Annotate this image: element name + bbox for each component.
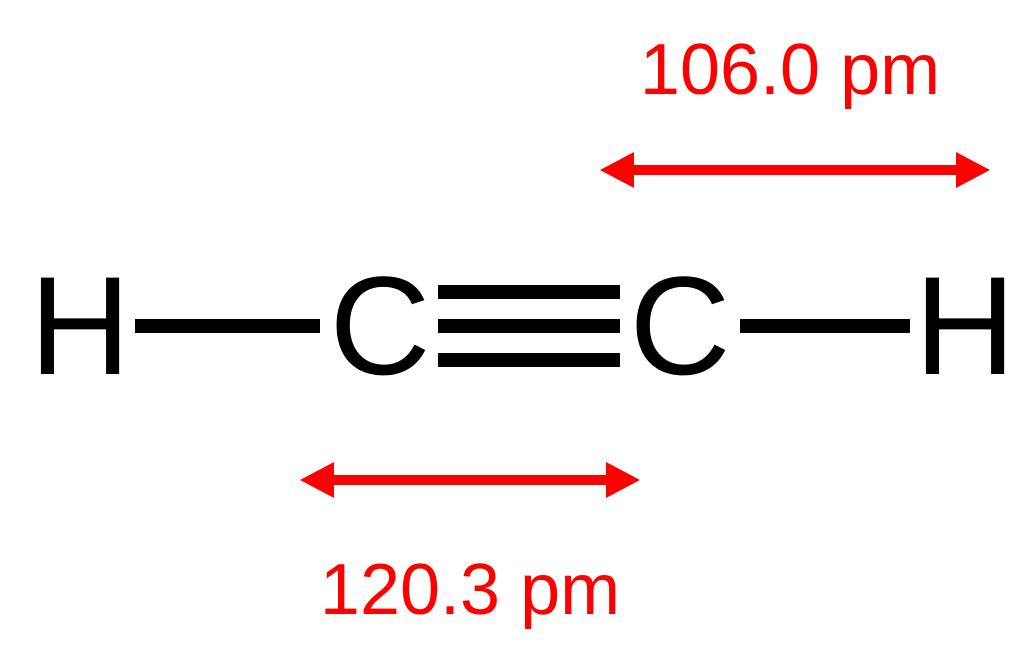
molecule-diagram: H C C H 106.0 pm 120.3 pm <box>0 0 1024 652</box>
triple-bond <box>438 292 620 360</box>
dimension-arrow-bottom <box>300 462 640 498</box>
atom-H-left: H <box>29 256 130 396</box>
atom-C-left: C <box>329 256 430 396</box>
arrowhead-right-icon <box>606 462 640 498</box>
dimension-label-top: 106.0 pm <box>640 34 940 106</box>
dimension-arrow-top <box>600 152 990 188</box>
arrowhead-left-icon <box>600 152 634 188</box>
atom-H-right: H <box>914 256 1015 396</box>
arrowhead-left-icon <box>300 462 334 498</box>
dimension-label-bottom: 120.3 pm <box>320 554 620 626</box>
arrowhead-right-icon <box>956 152 990 188</box>
atom-C-right: C <box>629 256 730 396</box>
